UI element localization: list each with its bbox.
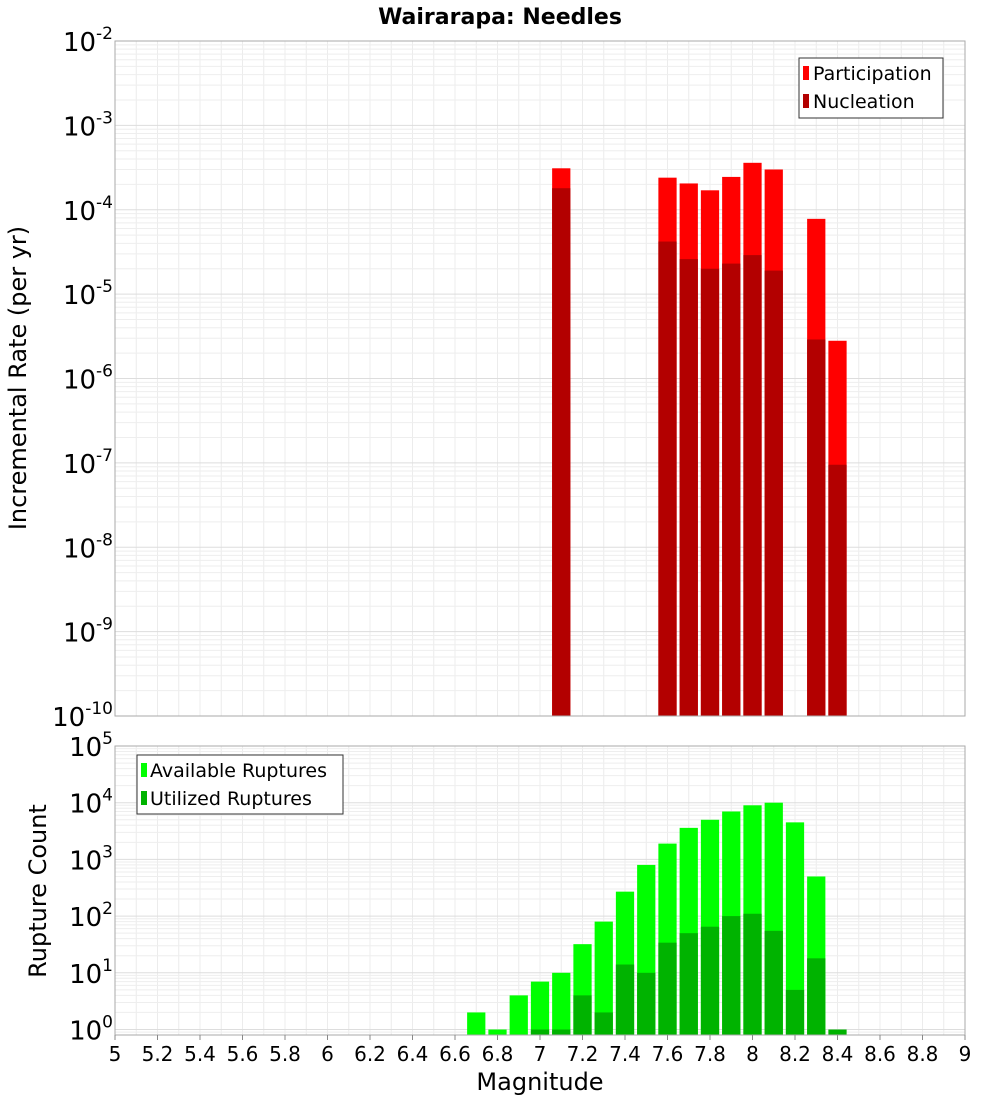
top-panel: 10-10 10-9 10-8 10-7 10-6 10-5 10-4 10-3 10-2 In… — [4, 24, 966, 733]
bottom-bar-utilized-ruptures — [573, 995, 592, 1035]
top-bar-nucleation — [658, 241, 677, 717]
top-bar-nucleation — [722, 263, 741, 716]
legend-swatch-utilized — [141, 791, 147, 805]
x-tick-label: 7.8 — [694, 1042, 726, 1066]
x-tick-label: 7.2 — [567, 1042, 599, 1066]
bottom-bar-available-ruptures — [530, 981, 550, 1035]
top-bar-nucleation — [828, 464, 847, 716]
top-bar-nucleation — [764, 270, 783, 716]
legend-label-available: Available Ruptures — [150, 760, 327, 782]
bottom-bar-utilized-ruptures — [743, 913, 762, 1035]
bottom-legend: Available Ruptures Utilized Ruptures — [136, 754, 344, 815]
top-y-tick-label: 10-9 — [63, 615, 113, 649]
top-y-tick-labels: 10-10 10-9 10-8 10-7 10-6 10-5 10-4 10-3 10-2 — [52, 24, 113, 733]
legend-swatch-available — [141, 763, 147, 777]
top-plot-frame — [114, 40, 966, 717]
top-y-tick-label: 10-3 — [63, 108, 113, 142]
bottom-legend-box — [136, 754, 344, 815]
legend-label-participation: Participation — [813, 63, 932, 85]
bottom-bar-utilized-ruptures — [552, 1029, 571, 1035]
top-bar-nucleation — [743, 255, 762, 716]
x-tick-labels: 5 5.2 5.4 5.6 5.8 6 6.2 6.4 6.6 6.8 7 7.2 7.4 7.6 7.8 8… — [109, 1035, 972, 1066]
bottom-bars — [467, 802, 847, 1035]
bottom-bar-available-ruptures — [552, 972, 571, 1035]
bottom-bar-available-ruptures — [488, 1029, 507, 1035]
legend-label-nucleation: Nucleation — [813, 91, 915, 113]
bottom-y-tick-label: 105 — [69, 729, 113, 763]
bottom-bar-available-ruptures — [509, 995, 528, 1035]
top-y-tick-label: 10-10 — [52, 699, 113, 733]
legend-swatch-nucleation — [803, 94, 809, 108]
x-tick-label: 7 — [534, 1042, 547, 1066]
bottom-y-tick-label: 100 — [69, 1013, 113, 1047]
bottom-y-tick-label: 102 — [69, 899, 113, 933]
x-tick-label: 6.2 — [354, 1042, 386, 1066]
x-tick-label: 8.2 — [779, 1042, 811, 1066]
top-bar-nucleation — [679, 259, 698, 716]
x-tick-label: 8.4 — [822, 1042, 854, 1066]
top-grid — [115, 40, 965, 717]
top-y-tick-label: 10-2 — [63, 24, 113, 58]
top-bar-nucleation — [552, 188, 571, 717]
legend-swatch-participation — [803, 66, 809, 80]
x-tick-label: 5.2 — [142, 1042, 174, 1066]
bottom-panel: 100 101 102 103 104 105 5 5.2 5.4 5.6 5.8 6 6.2 6.4 6… — [24, 729, 971, 1096]
top-y-tick-label: 10-7 — [63, 446, 113, 480]
top-bar-nucleation — [700, 268, 720, 716]
bottom-bar-available-ruptures — [594, 921, 613, 1035]
x-tick-label: 5 — [109, 1042, 122, 1066]
x-tick-label: 5.8 — [269, 1042, 301, 1066]
x-tick-label: 6 — [321, 1042, 334, 1066]
top-y-tick-label: 10-6 — [63, 362, 113, 396]
x-tick-label: 8.8 — [907, 1042, 939, 1066]
top-y-tick-label: 10-8 — [63, 530, 113, 564]
top-y-tick-label: 10-4 — [63, 193, 113, 227]
top-bars — [552, 162, 847, 717]
bottom-bar-utilized-ruptures — [615, 964, 635, 1035]
top-legend: Participation Nucleation — [798, 57, 944, 119]
bottom-y-tick-label: 101 — [69, 956, 113, 990]
legend-label-utilized: Utilized Ruptures — [150, 788, 312, 810]
bottom-bar-utilized-ruptures — [722, 916, 741, 1035]
bottom-bar-utilized-ruptures — [785, 989, 805, 1035]
bottom-y-tick-label: 104 — [69, 786, 113, 820]
x-tick-label: 6.4 — [397, 1042, 429, 1066]
bottom-bar-utilized-ruptures — [764, 930, 783, 1035]
x-tick-label: 5.4 — [184, 1042, 216, 1066]
x-axis-label: Magnitude — [476, 1068, 603, 1096]
bottom-bar-utilized-ruptures — [679, 933, 698, 1035]
top-y-axis-label: Incremental Rate (per yr) — [4, 226, 32, 530]
bottom-bar-utilized-ruptures — [828, 1029, 847, 1035]
bottom-bar-utilized-ruptures — [637, 972, 656, 1035]
bottom-bar-available-ruptures — [785, 822, 805, 1035]
x-tick-label: 6.6 — [439, 1042, 471, 1066]
x-tick-label: 8 — [746, 1042, 759, 1066]
x-tick-label: 9 — [959, 1042, 972, 1066]
bottom-y-axis-label: Rupture Count — [24, 804, 52, 978]
x-tick-label: 7.4 — [609, 1042, 641, 1066]
bottom-bar-utilized-ruptures — [530, 1029, 550, 1035]
x-tick-label: 7.6 — [652, 1042, 684, 1066]
bottom-bar-utilized-ruptures — [594, 1012, 613, 1035]
top-y-tick-label: 10-5 — [63, 277, 113, 311]
bottom-y-tick-labels: 100 101 102 103 104 105 — [69, 729, 113, 1047]
bottom-y-tick-label: 103 — [69, 842, 113, 876]
top-bar-nucleation — [807, 339, 826, 716]
bottom-bar-available-ruptures — [467, 1012, 486, 1035]
x-tick-label: 8.6 — [864, 1042, 896, 1066]
x-tick-label: 5.6 — [227, 1042, 259, 1066]
x-tick-label: 6.8 — [482, 1042, 514, 1066]
top-legend-box — [798, 57, 944, 119]
bottom-bar-utilized-ruptures — [658, 942, 677, 1035]
chart-title: Wairarapa: Needles — [378, 5, 622, 30]
bottom-bar-utilized-ruptures — [700, 926, 720, 1035]
bottom-bar-utilized-ruptures — [807, 958, 826, 1035]
